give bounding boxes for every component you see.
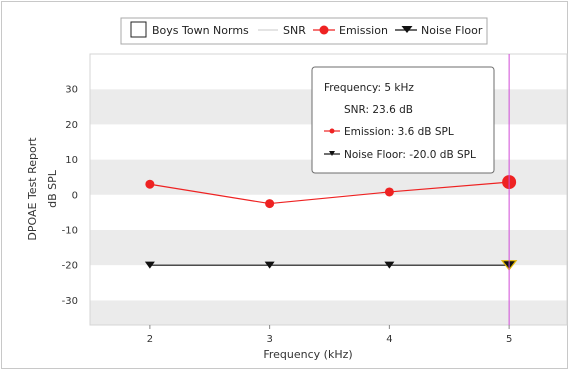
legend-label-emission: Emission [339, 24, 388, 37]
emission-point [145, 179, 155, 189]
tooltip-emission: Emission: 3.6 dB SPL [344, 126, 454, 138]
legend-swatch-emission-marker [319, 25, 329, 35]
series-layer [144, 175, 518, 271]
tooltip-frequency: Frequency: 5 kHz [324, 82, 414, 94]
x-tick-label: 2 [147, 334, 153, 345]
x-tick-label: 4 [386, 334, 392, 345]
y-axis: 30 20 10 0 -10 -20 -30 [62, 85, 78, 307]
x-tick-label: 3 [266, 334, 272, 345]
tooltip-emission-swatch-marker [329, 128, 335, 134]
legend: Boys Town Norms SNR Emission Noise Floor [120, 17, 488, 45]
y-axis-title: dB SPL [46, 169, 59, 208]
legend-label-snr: SNR [283, 24, 306, 37]
y-tick-label: 10 [65, 155, 78, 166]
tooltip-noise-floor: Noise Floor: -20.0 dB SPL [344, 149, 476, 161]
emission-point [265, 199, 275, 209]
tooltip-box [311, 66, 495, 174]
tooltip-snr: SNR: 23.6 dB [344, 104, 413, 116]
emission-line [149, 181, 510, 205]
y-tick-label: -30 [62, 296, 78, 307]
noise-floor-point [264, 261, 275, 269]
x-axis: 2 3 4 5 [147, 325, 512, 345]
boys-town-norms-checkbox[interactable] [130, 21, 147, 38]
grid-band [90, 229, 567, 266]
tooltip-noise-floor-swatch-marker [329, 151, 335, 156]
noise-floor-point [144, 261, 155, 269]
x-tick-label: 5 [506, 334, 512, 345]
noise-floor-point [384, 261, 395, 269]
x-axis-title: Frequency (kHz) [263, 348, 352, 361]
plot-area [89, 53, 568, 326]
grid-band [90, 300, 567, 325]
grid-band [90, 194, 567, 230]
y-tick-label: -10 [62, 225, 78, 236]
report-side-title: DPOAE Test Report [26, 137, 39, 241]
legend-box [120, 17, 488, 45]
y-tick-label: -20 [62, 261, 78, 272]
legend-label-noise-floor: Noise Floor [421, 24, 483, 37]
y-tick-label: 30 [65, 85, 78, 96]
legend-label-boys-town-norms: Boys Town Norms [152, 24, 249, 37]
y-tick-label: 0 [72, 190, 78, 201]
y-tick-label: 20 [65, 120, 78, 131]
legend-swatch-noise-floor-marker [401, 26, 413, 33]
emission-point [384, 187, 394, 197]
data-tooltip: Frequency: 5 kHz SNR: 23.6 dB Emission: … [311, 66, 495, 174]
grid-band [90, 265, 567, 301]
